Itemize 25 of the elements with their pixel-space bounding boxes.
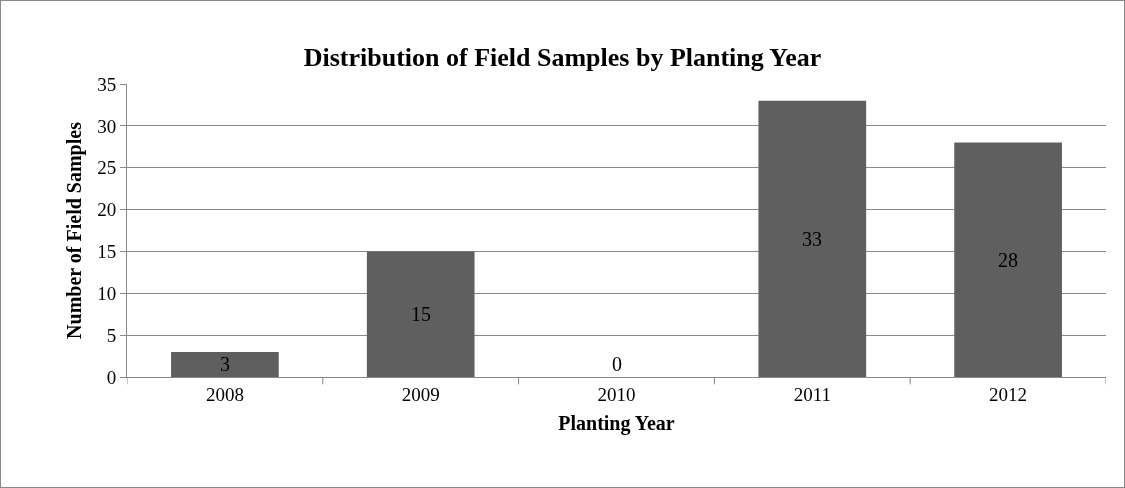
data-label: 15 — [411, 303, 431, 325]
y-axis-title: Number of Field Samples — [62, 121, 86, 339]
data-label: 28 — [998, 249, 1018, 271]
y-tick-label: 25 — [97, 157, 117, 179]
x-tick-label: 2010 — [597, 383, 636, 405]
x-tick-label: 2012 — [989, 383, 1028, 405]
data-label: 3 — [220, 353, 230, 375]
x-tick-label: 2009 — [401, 383, 440, 405]
bar — [171, 351, 279, 377]
chart-title: Distribution of Field Samples by Planting Year — [303, 42, 822, 72]
x-tick-label: 2011 — [793, 383, 831, 405]
x-axis-title: Planting Year — [558, 412, 675, 436]
y-tick-label: 30 — [97, 115, 117, 137]
y-tick-label: 20 — [97, 199, 117, 221]
y-tick-label: 10 — [97, 282, 117, 304]
y-tick-label: 15 — [97, 241, 117, 263]
bar — [758, 100, 867, 377]
y-tick-label: 5 — [106, 324, 117, 346]
y-tick-label: 35 — [97, 73, 117, 95]
y-tick-label: 0 — [106, 366, 117, 388]
x-tick-label: 2008 — [205, 383, 244, 405]
bar — [366, 251, 475, 377]
bar — [954, 142, 1062, 377]
data-label: 0 — [612, 353, 622, 375]
data-label: 33 — [802, 228, 822, 250]
